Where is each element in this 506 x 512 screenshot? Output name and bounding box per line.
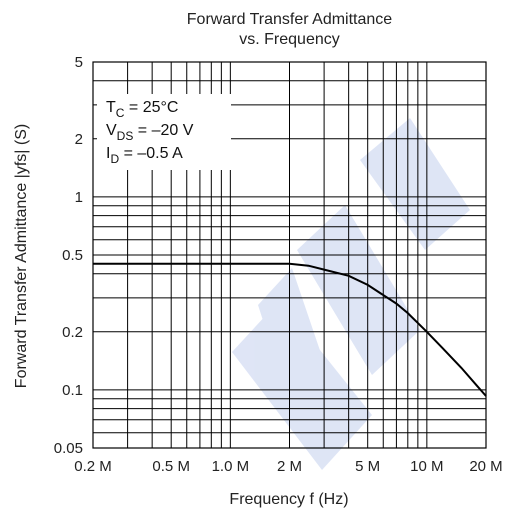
y-tick-label: 0.05 [54, 440, 83, 457]
condition-line: VDS = –20 V [106, 122, 194, 143]
condition-line: ID = –0.5 A [106, 145, 183, 166]
y-tick-label: 0.5 [62, 247, 83, 264]
y-tick-labels: 5 2 1 0.5 0.2 0.1 0.05 [54, 54, 83, 457]
conditions-box [97, 94, 231, 170]
x-tick-label: 2 M [277, 458, 302, 475]
chart-subtitle: vs. Frequency [239, 31, 340, 48]
watermark-logo [232, 118, 470, 470]
x-tick-label: 0.2 M [74, 458, 112, 475]
x-tick-label: 10 M [410, 458, 443, 475]
x-tick-label: 0.5 M [152, 458, 190, 475]
x-tick-label: 5 M [355, 458, 380, 475]
x-axis-label: Frequency f (Hz) [229, 491, 348, 508]
chart-title: Forward Transfer Admittance [186, 11, 393, 28]
x-tick-label: 20 M [469, 458, 502, 475]
y-tick-label: 1 [75, 189, 83, 206]
plot-frame [92, 61, 487, 449]
y-tick-label: 0.1 [62, 382, 83, 399]
y-tick-label: 5 [75, 54, 83, 71]
x-tick-labels: 0.2 M 0.5 M 1.0 M 2 M 5 M 10 M 20 M [74, 458, 502, 475]
x-tick-label: 1.0 M [212, 458, 250, 475]
y-axis-label: Forward Transfer Admittance |yfs| (S) [13, 124, 30, 388]
y-tick-label: 0.2 [62, 324, 83, 341]
data-series-line [93, 262, 487, 397]
y-tick-label: 2 [75, 131, 83, 148]
condition-line: TC = 25°C [106, 99, 178, 120]
